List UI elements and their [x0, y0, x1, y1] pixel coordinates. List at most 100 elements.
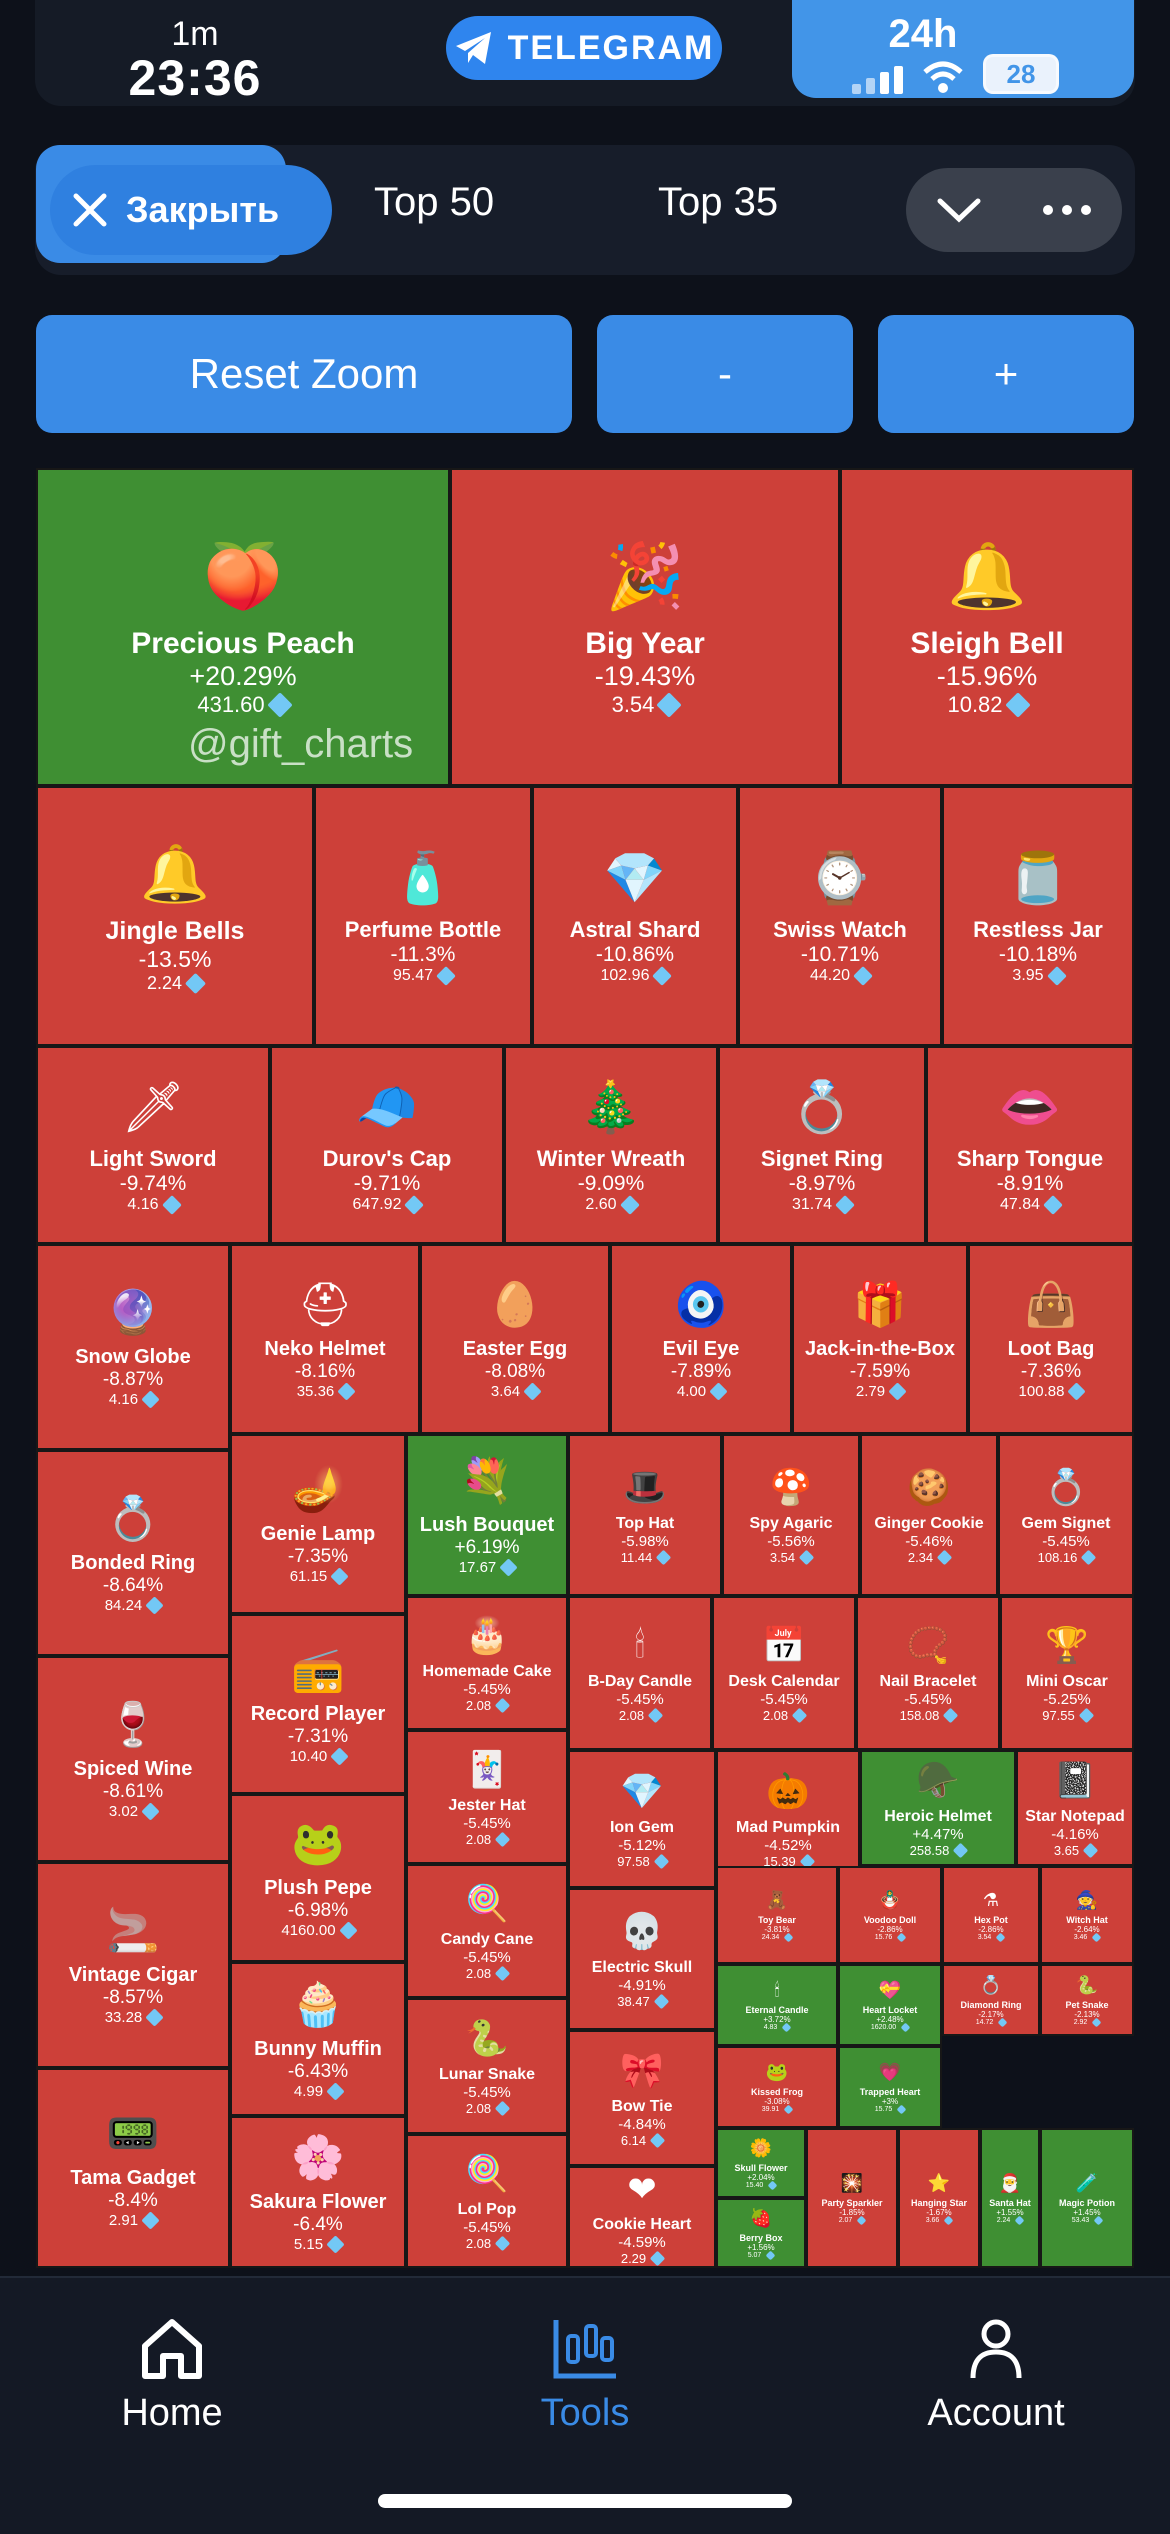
- tab-top-50[interactable]: Top 50: [374, 180, 495, 224]
- treemap-cell[interactable]: 📓 Star Notepad -4.16% 3.65: [1016, 1750, 1134, 1866]
- reset-zoom-button[interactable]: Reset Zoom: [36, 315, 572, 433]
- treemap-cell[interactable]: 🐍 Lunar Snake -5.45% 2.08: [406, 1998, 568, 2134]
- treemap-cell[interactable]: 🌼 Skull Flower +2.04% 15.40: [716, 2128, 806, 2198]
- treemap-cell[interactable]: 🕯 Eternal Candle +3.72% 4.83: [716, 1964, 838, 2046]
- treemap-cell[interactable]: 💎 Ion Gem -5.12% 97.58: [568, 1750, 716, 1888]
- treemap-cell[interactable]: 🍓 Berry Box +1.56% 5.07: [716, 2198, 806, 2268]
- treemap-cell[interactable]: 🍄 Spy Agaric -5.56% 3.54: [722, 1434, 860, 1596]
- treemap-cell[interactable]: 🎁 Jack-in-the-Box -7.59% 2.79: [792, 1244, 968, 1434]
- price-change: -9.09%: [577, 1171, 645, 1195]
- treemap-cell[interactable]: 🎉 Big Year -19.43% 3.54: [450, 468, 840, 786]
- battery-icon: 28: [983, 54, 1059, 94]
- bouquet-icon: 💐: [460, 1457, 514, 1505]
- floor-price: 2.08: [619, 1707, 664, 1723]
- treemap-cell[interactable]: 🔔 Jingle Bells -13.5% 2.24: [36, 786, 314, 1046]
- nav-account[interactable]: Account: [876, 2316, 1116, 2435]
- treemap-cell[interactable]: ⭐ Hanging Star -1.67% 3.66: [898, 2128, 980, 2268]
- treemap-cell[interactable]: 🎇 Party Sparkler -1.85% 2.07: [806, 2128, 898, 2268]
- treemap-cell[interactable]: 🃏 Jester Hat -5.45% 2.08: [406, 1730, 568, 1864]
- treemap-cell[interactable]: 💎 Astral Shard -10.86% 102.96: [532, 786, 738, 1046]
- treemap-cell[interactable]: 🐍 Pet Snake -2.13% 2.92: [1040, 1964, 1134, 2036]
- treemap-cell[interactable]: ❤ Cookie Heart -4.59% 2.29: [568, 2166, 716, 2268]
- gift-name: Party Sparkler: [821, 2197, 883, 2208]
- treemap-cell[interactable]: 💍 Bonded Ring -8.64% 84.24: [36, 1450, 230, 1656]
- floor-price: 2.29: [621, 2250, 666, 2266]
- price-change: -7.89%: [670, 1361, 732, 1382]
- price-change: -2.13%: [1074, 2009, 1100, 2019]
- jester-icon: 🃏: [465, 1750, 509, 1789]
- diamond-icon: [266, 691, 293, 718]
- treemap-cell[interactable]: 💀 Electric Skull -4.91% 38.47: [568, 1888, 716, 2030]
- treemap-cell[interactable]: 🍷 Spiced Wine -8.61% 3.02: [36, 1656, 230, 1862]
- price-change: -5.98%: [621, 1532, 669, 1550]
- close-button[interactable]: Закрыть: [50, 165, 332, 255]
- diamond-icon: [653, 1993, 670, 2009]
- treemap-cell[interactable]: 🧴 Perfume Bottle -11.3% 95.47: [314, 786, 532, 1046]
- treemap-cell[interactable]: 🔮 Snow Globe -8.87% 4.16: [36, 1244, 230, 1450]
- treemap-cell[interactable]: ⚗ Hex Pot -2.86% 3.54: [942, 1866, 1040, 1964]
- treemap-cell[interactable]: 👜 Loot Bag -7.36% 100.88: [968, 1244, 1134, 1434]
- treemap-cell[interactable]: 🎀 Bow Tie -4.84% 6.14: [568, 2030, 716, 2166]
- treemap-cell[interactable]: 🥚 Easter Egg -8.08% 3.64: [420, 1244, 610, 1434]
- treemap-cell[interactable]: 🔔 Sleigh Bell -15.96% 10.82: [840, 468, 1134, 786]
- treemap-cell[interactable]: 🧙 Witch Hat -2.64% 3.46: [1040, 1866, 1134, 1964]
- treemap-cell[interactable]: 💗 Trapped Heart +3% 15.75: [838, 2046, 942, 2128]
- treemap-cell[interactable]: 💍 Gem Signet -5.45% 108.16: [998, 1434, 1134, 1596]
- nav-home[interactable]: Home: [52, 2316, 292, 2435]
- treemap-cell[interactable]: 🪖 Heroic Helmet +4.47% 258.58: [860, 1750, 1016, 1866]
- floor-price-value: 2.91: [108, 2212, 139, 2229]
- treemap-cell[interactable]: 🎃 Mad Pumpkin -4.52% 15.39: [716, 1750, 860, 1888]
- treemap-cell[interactable]: 🍭 Lol Pop -5.45% 2.08: [406, 2134, 568, 2268]
- zoom-out-button[interactable]: -: [597, 315, 853, 433]
- treemap-cell[interactable]: 🎂 Homemade Cake -5.45% 2.08: [406, 1596, 568, 1730]
- eye-icon: 🧿: [674, 1281, 728, 1329]
- treemap-cell[interactable]: 🐸 Plush Pepe -6.98% 4160.00: [230, 1794, 406, 1962]
- tab-top-35[interactable]: Top 35: [658, 180, 779, 224]
- treemap-cell[interactable]: 🎅 Santa Hat +1.55% 2.24: [980, 2128, 1040, 2268]
- gift-name: Perfume Bottle: [344, 916, 502, 942]
- zoom-in-button[interactable]: +: [878, 315, 1134, 433]
- treemap-cell[interactable]: 🧸 Toy Bear -3.81% 24.34: [716, 1866, 838, 1964]
- treemap-cell[interactable]: 📟 Tama Gadget -8.4% 2.91: [36, 2068, 230, 2268]
- telegram-button[interactable]: TELEGRAM: [446, 16, 722, 80]
- treemap-cell[interactable]: 💝 Heart Locket +2.48% 1620.00: [838, 1964, 942, 2046]
- treemap-cell[interactable]: 📅 Desk Calendar -5.45% 2.08: [712, 1596, 856, 1750]
- treemap-cell[interactable]: 🍑 Precious Peach +20.29% 431.60 @gift_charts: [36, 468, 450, 786]
- treemap-cell[interactable]: 📻 Record Player -7.31% 10.40: [230, 1614, 406, 1794]
- treemap-cell[interactable]: 🧁 Bunny Muffin -6.43% 4.99: [230, 1962, 406, 2116]
- chevron-down-icon[interactable]: [936, 195, 982, 225]
- nav-tools[interactable]: Tools: [465, 2316, 705, 2435]
- treemap-cell[interactable]: 🪆 Voodoo Doll -2.86% 15.76: [838, 1866, 942, 1964]
- treemap-cell[interactable]: 🗡 Light Sword -9.74% 4.16: [36, 1046, 270, 1244]
- treemap-cell[interactable]: 🐸 Kissed Frog -3.08% 39.91: [716, 2046, 838, 2128]
- treemap-cell[interactable]: 🏆 Mini Oscar -5.25% 97.55: [1000, 1596, 1134, 1750]
- treemap-cell[interactable]: 👄 Sharp Tongue -8.91% 47.84: [926, 1046, 1134, 1244]
- gift-treemap[interactable]: 🍑 Precious Peach +20.29% 431.60 @gift_charts…: [36, 468, 1134, 2268]
- treemap-cell[interactable]: 💐 Lush Bouquet +6.19% 17.67: [406, 1434, 568, 1596]
- treemap-cell[interactable]: 🧪 Magic Potion +1.45% 53.43: [1040, 2128, 1134, 2268]
- treemap-cell[interactable]: 🍪 Ginger Cookie -5.46% 2.34: [860, 1434, 998, 1596]
- treemap-cell[interactable]: ⛑ Neko Helmet -8.16% 35.36: [230, 1244, 420, 1434]
- diamond-icon: [330, 1567, 349, 1586]
- treemap-cell[interactable]: 🪔 Genie Lamp -7.35% 61.15: [230, 1434, 406, 1614]
- treemap-cell[interactable]: 🧿 Evil Eye -7.89% 4.00: [610, 1244, 792, 1434]
- treemap-cell[interactable]: 🍭 Candy Cane -5.45% 2.08: [406, 1864, 568, 1998]
- gift-name: B-Day Candle: [587, 1672, 693, 1690]
- treemap-cell[interactable]: 🎄 Winter Wreath -9.09% 2.60: [504, 1046, 718, 1244]
- floor-price-value: 3.54: [611, 691, 655, 717]
- menu-button[interactable]: [906, 168, 1122, 252]
- treemap-cell[interactable]: 🕯 B-Day Candle -5.45% 2.08: [568, 1596, 712, 1750]
- treemap-cell[interactable]: ⌚ Swiss Watch -10.71% 44.20: [738, 786, 942, 1046]
- diamond-icon: [326, 2082, 345, 2101]
- treemap-cell[interactable]: 💍 Diamond Ring -2.17% 14.72: [942, 1964, 1040, 2036]
- diamond-icon: [145, 1596, 164, 1615]
- treemap-cell[interactable]: 🎩 Top Hat -5.98% 11.44: [568, 1434, 722, 1596]
- floor-price: 100.88: [1019, 1382, 1087, 1401]
- more-dots-icon[interactable]: [1042, 204, 1092, 216]
- treemap-cell[interactable]: 📿 Nail Bracelet -5.45% 158.08: [856, 1596, 1000, 1750]
- treemap-cell[interactable]: 💍 Signet Ring -8.97% 31.74: [718, 1046, 926, 1244]
- treemap-cell[interactable]: 🧢 Durov's Cap -9.71% 647.92: [270, 1046, 504, 1244]
- treemap-cell[interactable]: 🚬 Vintage Cigar -8.57% 33.28: [36, 1862, 230, 2068]
- treemap-cell[interactable]: 🫙 Restless Jar -10.18% 3.95: [942, 786, 1134, 1046]
- treemap-cell[interactable]: 🌸 Sakura Flower -6.4% 5.15: [230, 2116, 406, 2268]
